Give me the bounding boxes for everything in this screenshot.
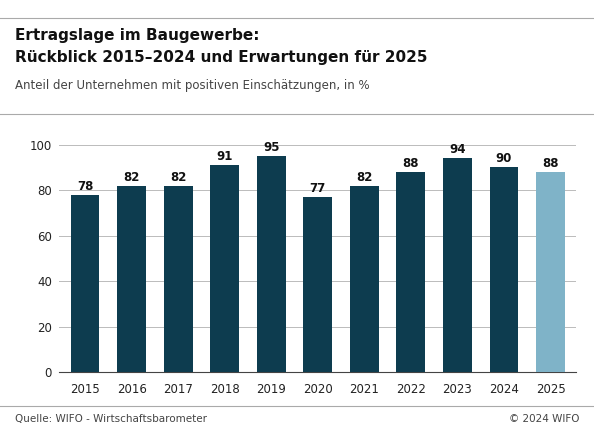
Text: 82: 82	[170, 171, 187, 184]
Text: 88: 88	[403, 157, 419, 170]
Bar	[536, 172, 565, 372]
Text: 94: 94	[449, 143, 466, 156]
Bar	[443, 158, 472, 372]
Text: © 2024 WIFO: © 2024 WIFO	[508, 414, 579, 424]
Bar	[489, 167, 519, 372]
Bar	[210, 165, 239, 372]
Text: 78: 78	[77, 180, 93, 193]
Bar	[396, 172, 425, 372]
Bar	[164, 186, 192, 372]
Bar	[350, 186, 379, 372]
Text: 82: 82	[356, 171, 372, 184]
Text: 91: 91	[216, 150, 233, 163]
Text: Rückblick 2015–2024 und Erwartungen für 2025: Rückblick 2015–2024 und Erwartungen für …	[15, 50, 427, 65]
Text: 95: 95	[263, 141, 280, 154]
Text: Ertragslage im Baugewerbe:: Ertragslage im Baugewerbe:	[15, 28, 260, 43]
Text: 90: 90	[496, 152, 512, 166]
Text: 77: 77	[309, 182, 326, 195]
Bar	[117, 186, 146, 372]
Text: 88: 88	[542, 157, 559, 170]
Text: 82: 82	[124, 171, 140, 184]
Bar	[71, 194, 99, 372]
Bar	[257, 156, 286, 372]
Bar	[304, 197, 332, 372]
Text: Quelle: WIFO - Wirtschaftsbarometer: Quelle: WIFO - Wirtschaftsbarometer	[15, 414, 207, 424]
Text: Anteil der Unternehmen mit positiven Einschätzungen, in %: Anteil der Unternehmen mit positiven Ein…	[15, 79, 369, 92]
